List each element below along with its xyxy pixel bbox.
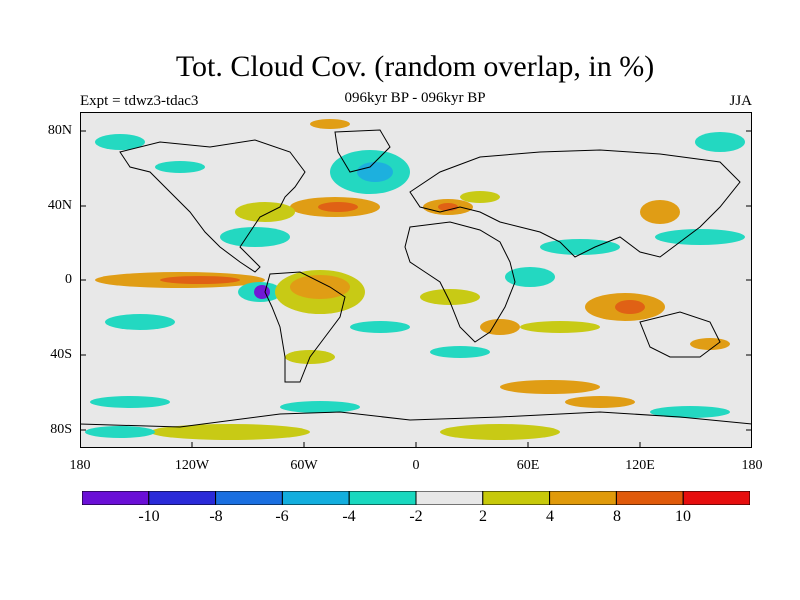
coast-africa (404, 221, 516, 343)
patch (105, 314, 175, 330)
patch (155, 161, 205, 173)
colorbar-swatch (682, 491, 750, 505)
patch (85, 426, 155, 438)
map-svg (80, 112, 752, 448)
patch (520, 321, 600, 333)
y-label-80n: 80N (47, 123, 72, 138)
colorbar-swatch (615, 491, 684, 505)
colorbar (82, 491, 750, 505)
y-label-40s: 40S (50, 347, 72, 362)
coast-greenland (334, 129, 391, 173)
season-label: JJA (729, 93, 752, 109)
patch (280, 401, 360, 413)
patch (310, 119, 350, 129)
colorbar-swatch (82, 491, 150, 505)
patch (420, 289, 480, 305)
colorbar-label: -4 (342, 508, 356, 525)
tick-marks (80, 130, 752, 448)
patch (500, 380, 600, 394)
coast-antarctica (80, 411, 752, 428)
patch (695, 132, 745, 152)
colorbar-swatch (482, 491, 551, 505)
patch (350, 321, 410, 333)
x-label-60e: 60E (516, 458, 540, 473)
colorbar-swatch (415, 491, 484, 505)
patch (235, 202, 295, 222)
coast-north-america (119, 139, 306, 273)
patch (540, 239, 620, 255)
y-label-40n: 40N (47, 198, 72, 213)
patch (505, 267, 555, 287)
patch (160, 276, 240, 284)
x-label-180e: 180 (741, 458, 763, 473)
patch (480, 319, 520, 335)
x-label-120w: 120W (174, 458, 210, 473)
colorbar-swatch (215, 491, 283, 505)
patch (565, 396, 635, 408)
patch (440, 424, 560, 440)
colorbar-label: -10 (138, 508, 160, 525)
x-label-60w: 60W (290, 458, 318, 473)
colorbar-label: -2 (409, 508, 423, 525)
colorbar-label: 8 (613, 508, 621, 525)
colorbar-label: 10 (675, 508, 691, 525)
coast-eurasia (409, 149, 741, 258)
world-map (80, 112, 752, 448)
patch (220, 227, 290, 247)
patch (640, 200, 680, 224)
patch (90, 396, 170, 408)
plot-subtitle: 096kyr BP - 096kyr BP (344, 90, 486, 106)
x-label-180w: 180 (69, 458, 91, 473)
patch (357, 162, 393, 182)
colorbar-label: -8 (209, 508, 223, 525)
patch (290, 275, 350, 299)
patch (460, 191, 500, 203)
coast-australia (639, 311, 721, 358)
patch (655, 229, 745, 245)
patch (650, 406, 730, 418)
colorbar-label: 4 (546, 508, 554, 525)
patch (318, 202, 358, 212)
patch (430, 346, 490, 358)
experiment-label: Expt = tdwz3-tdac3 (80, 93, 199, 109)
patch (690, 338, 730, 350)
patch (615, 300, 645, 314)
coast-south-america (264, 271, 346, 383)
colorbar-label: 2 (479, 508, 487, 525)
patch (95, 134, 145, 150)
colorbar-swatch (549, 491, 617, 505)
colorbar-swatch (281, 491, 350, 505)
patch (150, 424, 310, 440)
y-label-0: 0 (65, 272, 72, 287)
colorbar-svg (82, 491, 750, 505)
colorbar-swatch (148, 491, 217, 505)
colorbar-label: -6 (275, 508, 289, 525)
plot-title: Tot. Cloud Cov. (random overlap, in %) (175, 50, 655, 83)
y-label-80s: 80S (50, 422, 72, 437)
colorbar-swatch (348, 491, 417, 505)
x-label-120e: 120E (625, 458, 655, 473)
coastlines (80, 129, 752, 428)
x-label-0: 0 (412, 458, 420, 473)
